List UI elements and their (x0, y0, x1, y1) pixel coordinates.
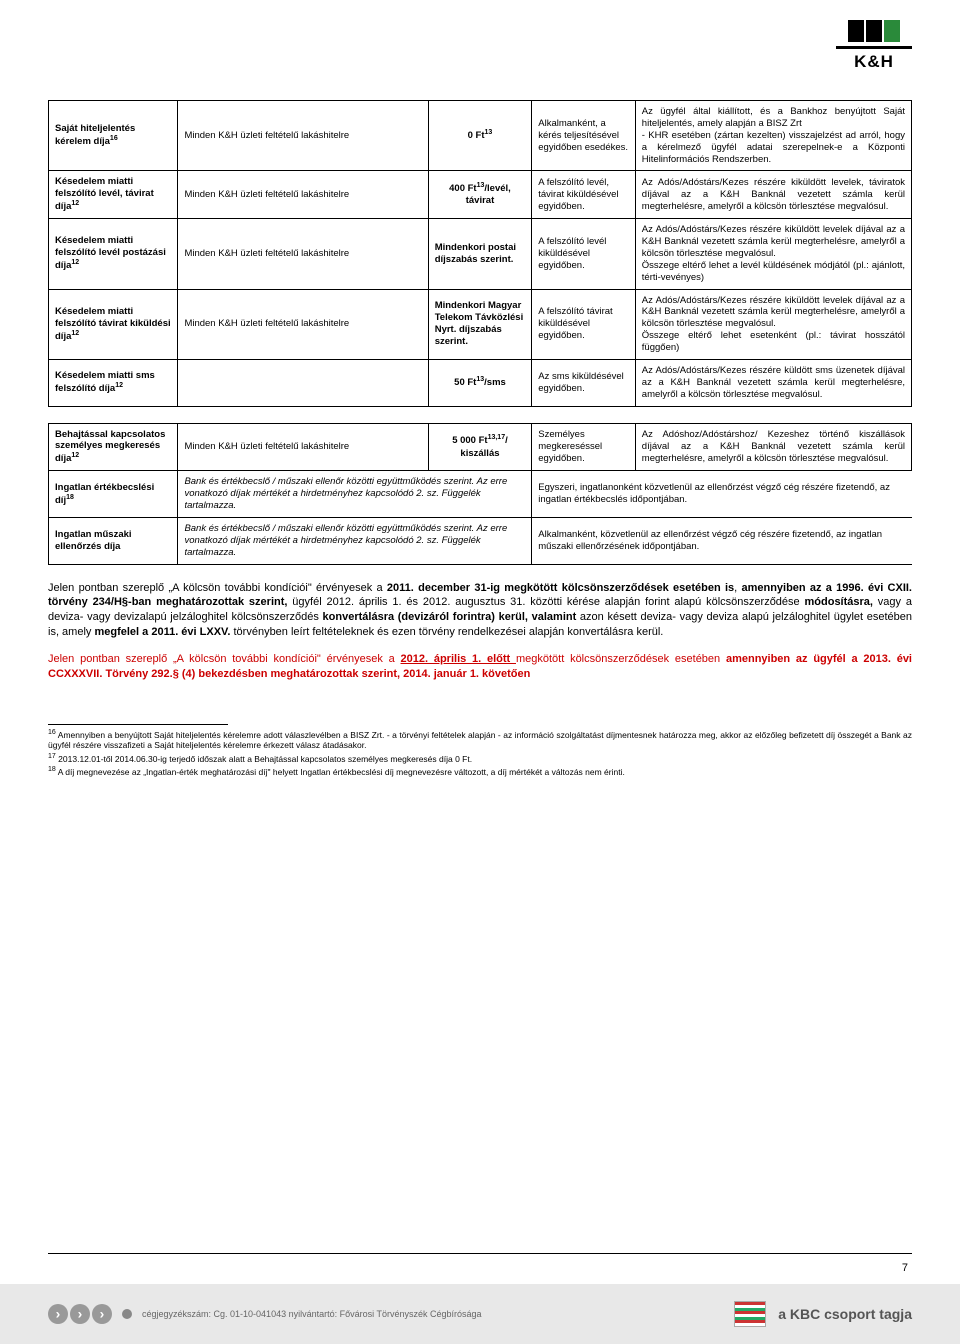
page-footer: cégjegyzékszám: Cg. 01-10-041043 nyilván… (0, 1284, 960, 1344)
table-row: Ingatlan értékbecslési díj18 Bank és ért… (49, 471, 912, 518)
fee-table-2: Behajtással kapcsolatos személyes megker… (48, 423, 912, 565)
paragraph-1: Jelen pontban szereplő „A kölcsön tovább… (48, 581, 912, 640)
footnotes: 16 Amennyiben a benyújtott Saját hitelje… (48, 729, 912, 778)
table-row: Késedelem miatti felszólító levél postáz… (49, 219, 912, 289)
footer-dot-icon (122, 1309, 132, 1319)
page-rule (48, 1253, 912, 1254)
footer-arrows-icon (48, 1304, 112, 1324)
table-row: Ingatlan műszaki ellenőrzés díja Bank és… (49, 517, 912, 564)
table-row: Behajtással kapcsolatos személyes megker… (49, 423, 912, 471)
row-label: Saját hiteljelentés kérelem díja (55, 123, 135, 147)
table-row: Késedelem miatti felszólító levél, távir… (49, 171, 912, 219)
row-scope: Minden K&H üzleti feltételű lakáshitelre (178, 101, 428, 171)
fee-table-1: Saját hiteljelentés kérelem díja16 Minde… (48, 100, 912, 407)
logo-text: K&H (836, 52, 912, 72)
footer-flag-icon (734, 1301, 766, 1327)
row-desc: Az ügyfél által kiállított, és a Bankhoz… (635, 101, 911, 171)
page-number: 7 (902, 1262, 908, 1274)
kh-logo: K&H (836, 20, 912, 72)
table-row: Saját hiteljelentés kérelem díja16 Minde… (49, 101, 912, 171)
row-timing: Alkalmanként, a kérés teljesítésével egy… (532, 101, 636, 171)
footer-registry: cégjegyzékszám: Cg. 01-10-041043 nyilván… (142, 1309, 482, 1319)
footnote-separator (48, 724, 228, 725)
table-row: Késedelem miatti sms felszólító díja12 5… (49, 359, 912, 406)
footer-kbc: a KBC csoport tagja (778, 1306, 912, 1322)
paragraph-2: Jelen pontban szereplő „A kölcsön tovább… (48, 652, 912, 682)
table-row: Késedelem miatti felszólító távirat kikü… (49, 289, 912, 359)
